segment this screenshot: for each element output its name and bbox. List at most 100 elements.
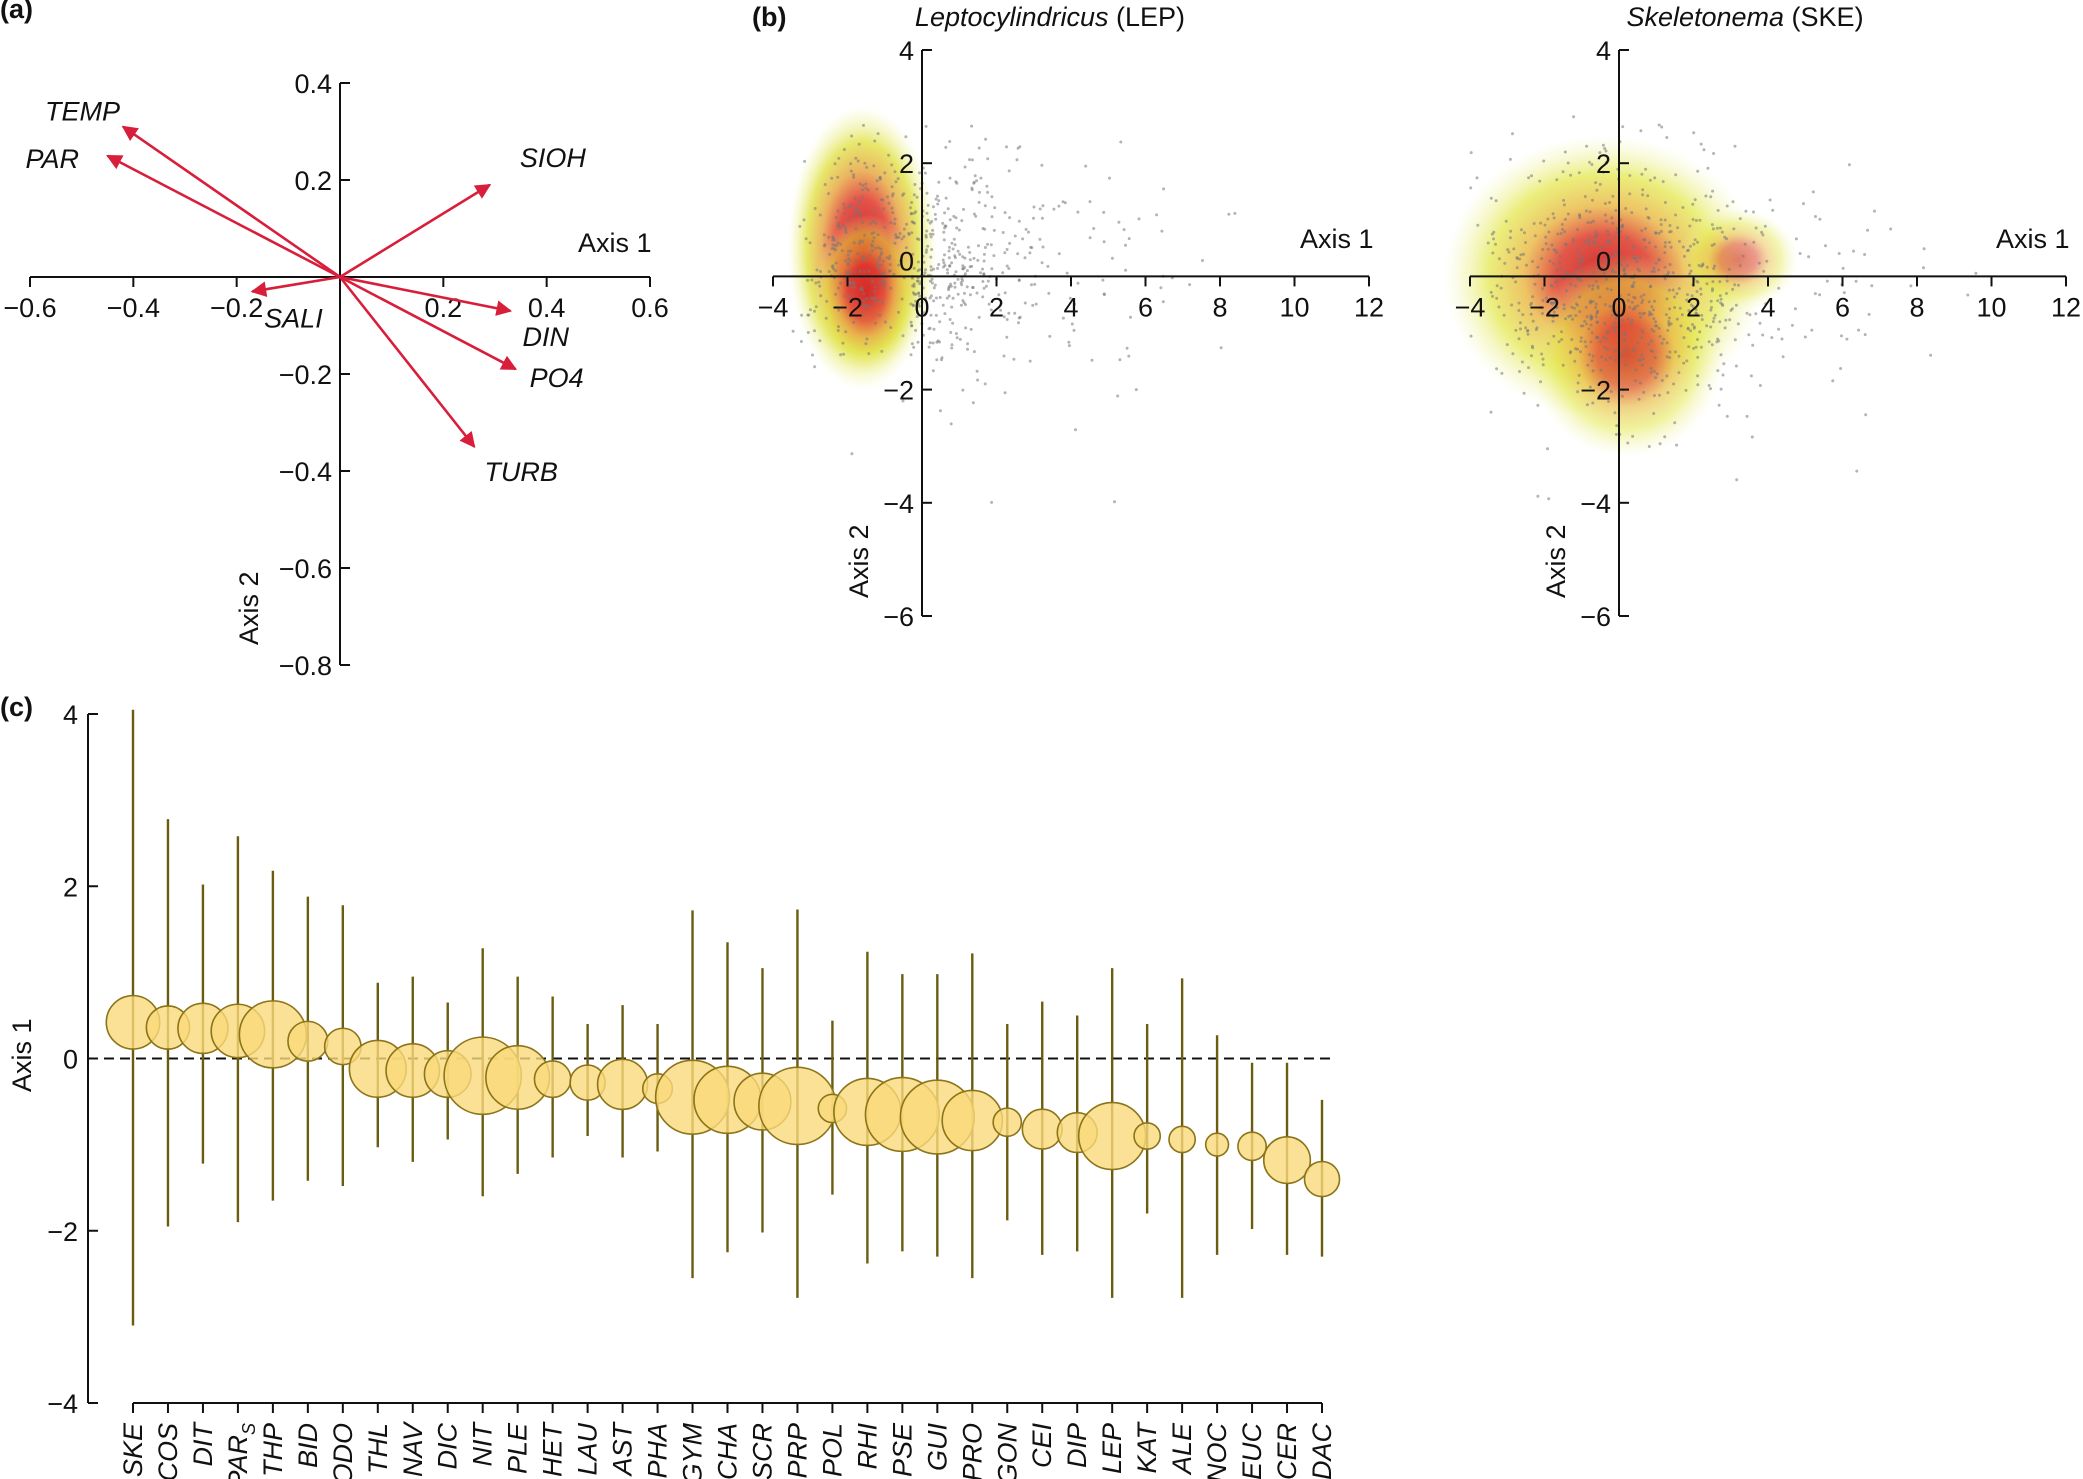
- scatter-point: [1514, 328, 1518, 332]
- scatter-point: [1563, 230, 1567, 234]
- scatter-point: [1548, 259, 1552, 263]
- scatter-point: [957, 228, 961, 232]
- scatter-point: [1639, 358, 1643, 362]
- scatter-point: [956, 292, 960, 296]
- scatter-point: [878, 255, 882, 259]
- scatter-point: [928, 341, 932, 345]
- scatter-point: [901, 399, 905, 403]
- scatter-point: [959, 303, 963, 307]
- scatter-point: [800, 313, 804, 317]
- scatter-point: [1577, 264, 1581, 268]
- scatter-point: [1578, 216, 1582, 220]
- scatter-point: [877, 267, 881, 271]
- scatter-point: [984, 284, 988, 288]
- scatter-point: [1588, 353, 1591, 357]
- scatter-point: [1040, 261, 1044, 265]
- scatter-point: [1718, 320, 1722, 324]
- scatter-point: [941, 258, 945, 262]
- x-tick-label-pol: POL: [817, 1423, 847, 1477]
- scatter-point: [1721, 373, 1725, 377]
- scatter-point: [1715, 340, 1719, 344]
- scatter-point: [925, 191, 929, 195]
- scatter-point: [1531, 319, 1535, 323]
- scatter-point: [946, 207, 950, 211]
- scatter-point: [1585, 144, 1589, 148]
- scatter-point: [814, 281, 818, 285]
- scatter-point: [1497, 305, 1501, 309]
- x-tick-label-cha: CHA: [713, 1423, 743, 1479]
- scatter-point: [1725, 292, 1728, 295]
- scatter-point: [1590, 359, 1594, 363]
- scatter-point: [813, 329, 816, 333]
- scatter-point: [1491, 294, 1494, 298]
- scatter-point: [1864, 413, 1868, 417]
- scatter-point: [1655, 372, 1659, 376]
- scatter-point: [900, 237, 904, 241]
- scatter-point: [1687, 309, 1691, 313]
- scatter-point: [857, 208, 860, 212]
- scatter-point: [1541, 312, 1544, 315]
- scatter-point: [859, 214, 863, 218]
- scatter-point: [1530, 301, 1533, 305]
- scatter-point: [1658, 335, 1662, 338]
- x-tick-label-cos: COS: [153, 1423, 183, 1479]
- scatter-point: [912, 211, 916, 215]
- scatter-point: [1522, 252, 1526, 256]
- scatter-point: [1028, 359, 1032, 363]
- scatter-point: [1663, 201, 1667, 204]
- scatter-point: [1005, 264, 1009, 268]
- scatter-point: [1641, 193, 1645, 197]
- scatter-point: [1510, 303, 1514, 307]
- scatter-point: [947, 294, 951, 298]
- scatter-point: [878, 280, 882, 284]
- scatter-point: [1624, 207, 1628, 210]
- scatter-point: [1599, 368, 1603, 372]
- scatter-point: [1595, 335, 1598, 339]
- scatter-point: [969, 327, 973, 331]
- scatter-point: [1061, 200, 1065, 204]
- scatter-point: [1734, 303, 1738, 307]
- scatter-point: [1574, 314, 1578, 318]
- scatter-point: [1012, 357, 1016, 361]
- scatter-point: [1076, 210, 1080, 214]
- scatter-point: [1612, 304, 1616, 307]
- scatter-point: [1657, 231, 1661, 235]
- bubble-euc: [1237, 1131, 1267, 1162]
- scatter-point: [1696, 374, 1700, 378]
- scatter-point: [1514, 280, 1518, 284]
- scatter-point: [1563, 217, 1567, 221]
- scatter-point: [1546, 342, 1550, 346]
- scatter-point: [1607, 232, 1610, 236]
- scatter-point: [1469, 186, 1473, 190]
- scatter-point: [1129, 315, 1132, 319]
- scatter-point: [1571, 239, 1575, 243]
- scatter-point: [1707, 384, 1711, 387]
- scatter-point: [1692, 242, 1696, 246]
- scatter-point: [1720, 230, 1724, 234]
- scatter-point: [1644, 246, 1648, 250]
- scatter-point: [852, 173, 856, 177]
- scatter-point: [1611, 325, 1615, 329]
- scatter-point: [1605, 161, 1609, 165]
- scatter-point: [827, 192, 830, 196]
- x-tick-label-ple: PLE: [503, 1422, 533, 1474]
- y-tick-label: 2: [63, 872, 78, 902]
- scatter-point: [896, 177, 900, 181]
- scatter-point: [1663, 265, 1667, 269]
- y-tick-label: −6: [1580, 602, 1611, 632]
- scatter-point: [873, 139, 877, 143]
- scatter-point: [1595, 320, 1599, 324]
- scatter-point: [1718, 280, 1722, 284]
- scatter-point: [1764, 302, 1768, 306]
- scatter-point: [1578, 310, 1582, 314]
- scatter-point: [1492, 237, 1495, 241]
- scatter-point: [1657, 123, 1661, 127]
- scatter-point: [1525, 263, 1528, 267]
- scatter-point: [833, 162, 837, 166]
- scatter-point: [1589, 323, 1593, 327]
- x-tick-label-rhi: RHI: [852, 1423, 882, 1470]
- x-tick-label-thp: THP: [258, 1423, 288, 1477]
- scatter-point: [1686, 248, 1690, 252]
- scatter-point: [847, 295, 851, 298]
